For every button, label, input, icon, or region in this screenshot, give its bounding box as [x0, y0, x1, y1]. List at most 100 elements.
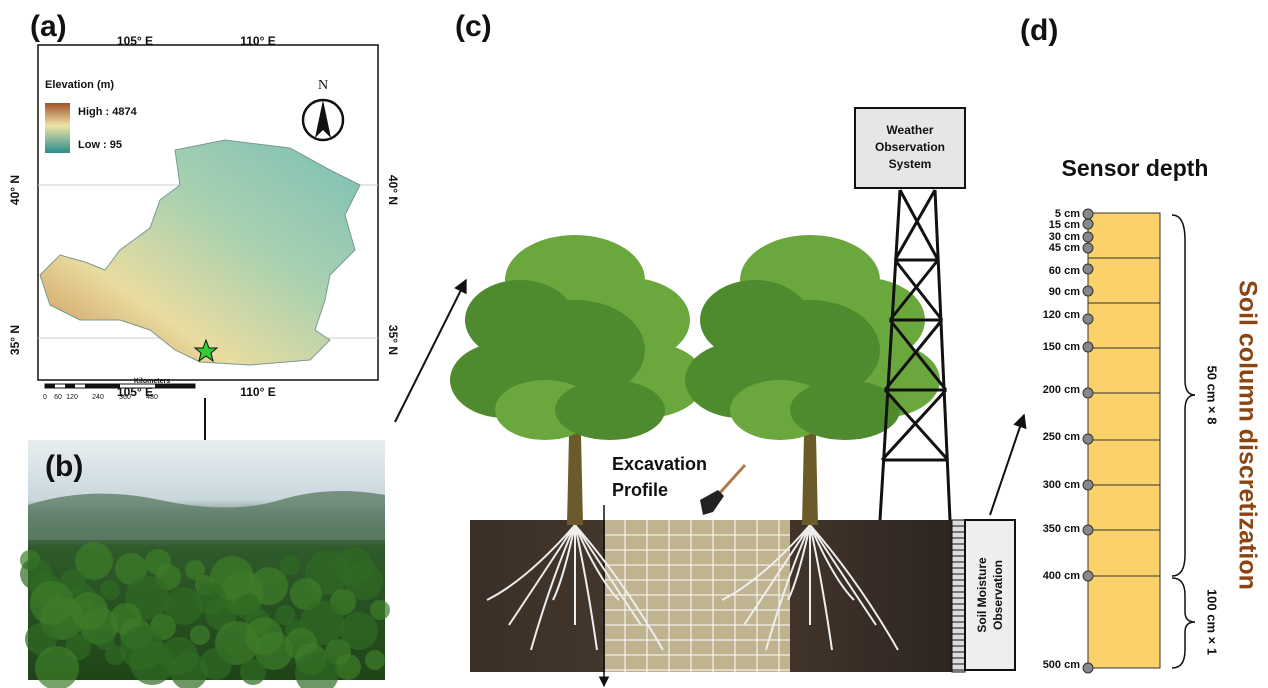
arrow	[394, 278, 467, 423]
tree-crown	[555, 380, 665, 440]
canopy	[70, 592, 108, 630]
panel-label: (c)	[455, 10, 492, 43]
depth-label: 150 cm	[1043, 341, 1081, 353]
depth-label: 120 cm	[1043, 309, 1081, 321]
root	[552, 524, 576, 601]
sensor-dot	[1082, 285, 1094, 297]
north-label: N	[318, 78, 328, 93]
scale-unit: Kilometers	[134, 378, 170, 385]
sensor-dot	[1082, 263, 1094, 275]
sensor-dot	[1082, 570, 1094, 582]
canopy	[200, 648, 232, 680]
excavation-profile	[605, 520, 790, 672]
canopy	[110, 603, 142, 635]
sensor-dot	[1082, 218, 1094, 230]
canopy	[275, 605, 295, 625]
panel-label: (d)	[1020, 14, 1058, 47]
weather-label: Observation	[875, 140, 945, 154]
depth-label: 45 cm	[1049, 242, 1080, 254]
depth-label: 500 cm	[1043, 659, 1081, 671]
canopy	[165, 587, 203, 625]
canopy	[160, 637, 198, 675]
root	[574, 524, 642, 626]
excavation-label: Profile	[612, 480, 668, 500]
soil-moisture-label: Soil Moisture	[975, 557, 989, 633]
canopy	[95, 630, 115, 650]
canopy	[20, 558, 52, 590]
lon-label: 105° E	[117, 34, 153, 48]
depth-label: 250 cm	[1043, 431, 1081, 443]
root	[574, 524, 598, 651]
panel-label: (a)	[30, 10, 67, 43]
sensor-dot	[1082, 231, 1094, 243]
sensor-dot	[1082, 433, 1094, 445]
depth-label: 350 cm	[1043, 523, 1081, 535]
tree-crown	[740, 300, 880, 400]
canopy	[105, 645, 125, 665]
station-star	[193, 338, 219, 363]
canopy	[285, 628, 317, 660]
lon-label: 110° E	[240, 34, 276, 48]
canopy	[235, 594, 261, 620]
scale-bar	[65, 384, 75, 388]
brace	[1171, 577, 1196, 669]
tower	[878, 189, 952, 521]
legend-low: Low : 95	[78, 139, 122, 151]
canopy	[295, 651, 339, 688]
sensor-title: Sensor depth	[1062, 155, 1209, 181]
canopy	[195, 583, 227, 615]
canopy	[280, 555, 300, 575]
lat-label: 40° N	[8, 175, 22, 205]
root	[574, 524, 664, 651]
canopy	[185, 560, 205, 580]
tree-crown	[505, 300, 645, 400]
sensor-dot	[1082, 662, 1094, 674]
sensor-strip	[951, 519, 966, 673]
canopy	[35, 646, 79, 688]
arrow	[989, 413, 1027, 516]
legend-ramp	[45, 103, 70, 153]
weather-label: Weather	[886, 123, 933, 137]
canopy	[25, 623, 57, 655]
weather-label: System	[889, 157, 932, 171]
root	[721, 524, 811, 601]
shovel	[700, 490, 724, 515]
root	[508, 524, 576, 626]
canopy	[120, 626, 164, 670]
root	[787, 524, 811, 601]
canopy	[30, 581, 74, 625]
depth-label: 200 cm	[1043, 384, 1081, 396]
canopy	[290, 578, 322, 610]
canopy	[115, 553, 147, 585]
scale-bar	[155, 384, 195, 388]
root	[809, 524, 833, 651]
legend-title: Elevation (m)	[45, 79, 114, 91]
root	[809, 524, 855, 601]
root	[809, 524, 877, 626]
sensor-dot	[1082, 524, 1094, 536]
depth-label: 15 cm	[1049, 219, 1080, 231]
shovel	[716, 463, 747, 497]
depth-label: 90 cm	[1049, 286, 1080, 298]
sensor-dot	[1082, 208, 1094, 220]
canopy	[340, 612, 378, 650]
root	[574, 524, 620, 601]
depth-label: 5 cm	[1055, 208, 1080, 220]
scale-tick: 480	[146, 394, 158, 401]
scale-tick: 60	[54, 394, 62, 401]
canopy	[100, 580, 120, 600]
tree-crown	[790, 380, 900, 440]
scale-tick: 240	[92, 394, 104, 401]
lon-label: 110° E	[240, 385, 276, 399]
soil-moisture-label: Observation	[991, 560, 1005, 630]
canopy	[190, 625, 210, 645]
canopy	[335, 547, 373, 585]
canopy	[365, 650, 385, 670]
lon-label: 105° E	[117, 385, 153, 399]
lat-label: 35° N	[8, 325, 22, 355]
sensor-dot	[1082, 242, 1094, 254]
legend-high: High : 4874	[78, 106, 138, 118]
lat-label: 35° N	[386, 325, 400, 355]
depth-label: 400 cm	[1043, 570, 1081, 582]
